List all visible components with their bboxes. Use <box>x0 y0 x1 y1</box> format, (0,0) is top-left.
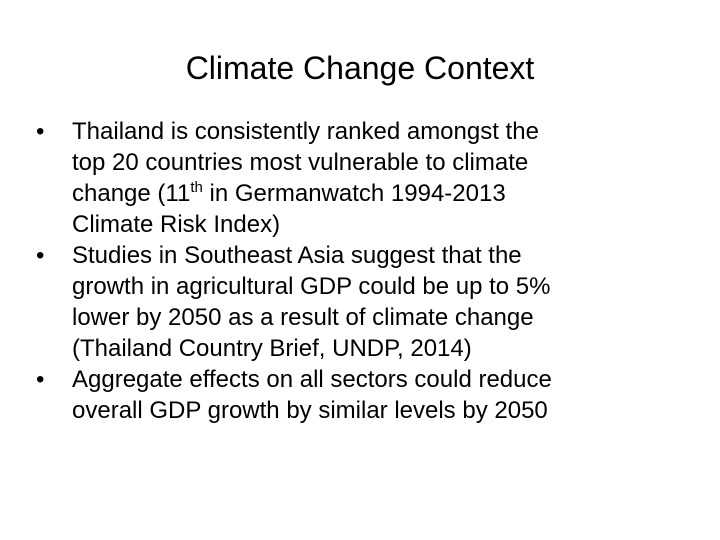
bullet-item-agricultural-gdp: • Studies in Southeast Asia suggest that… <box>36 240 684 364</box>
bullet-line: Aggregate effects on all sectors could r… <box>72 366 552 393</box>
bullet-item-aggregate-effects: • Aggregate effects on all sectors could… <box>36 364 684 426</box>
bullet-line: (Thailand Country Brief, UNDP, 2014) <box>72 335 472 362</box>
bullet-line: Climate Risk Index) <box>72 211 281 238</box>
bullet-line: lower by 2050 as a result of climate cha… <box>72 304 534 331</box>
bullet-text: change (11 <box>72 180 191 207</box>
bullet-marker: • <box>36 242 45 269</box>
slide-title: Climate Change Context <box>185 50 535 86</box>
bullet-item-thailand-vulnerability: • Thailand is consistently ranked amongs… <box>36 116 684 240</box>
bullet-line: Studies in Southeast Asia suggest that t… <box>72 242 522 269</box>
bullet-marker: • <box>36 366 45 393</box>
bullet-line: growth in agricultural GDP could be up t… <box>72 273 551 300</box>
bullet-list: • Thailand is consistently ranked amongs… <box>36 116 684 426</box>
bullet-line: top 20 countries most vulnerable to clim… <box>72 149 529 176</box>
bullet-line: Thailand is consistently ranked amongst … <box>72 118 539 145</box>
bullet-marker: • <box>36 118 45 145</box>
bullet-line: overall GDP growth by similar levels by … <box>72 397 548 424</box>
bullet-text: in Germanwatch 1994-2013 <box>202 180 506 207</box>
ordinal-superscript: th <box>190 179 203 196</box>
bullet-line: change (11th in Germanwatch 1994-2013 <box>72 178 684 209</box>
